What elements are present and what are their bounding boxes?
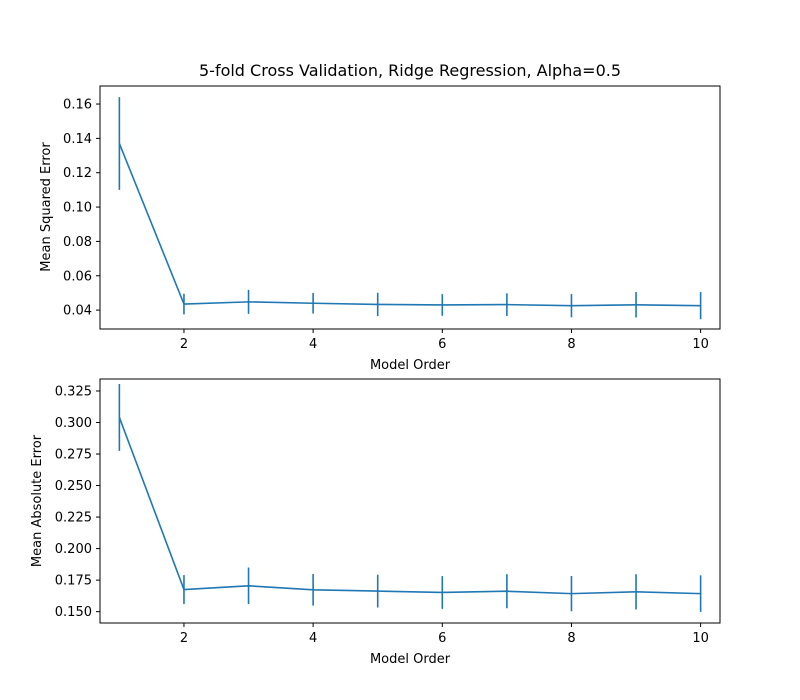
x-tick-label: 10	[692, 337, 709, 352]
x-axis-label: Model Order	[370, 652, 451, 667]
y-tick-label: 0.175	[55, 574, 92, 589]
y-tick-label: 0.12	[63, 166, 92, 181]
y-tick-label: 0.10	[63, 201, 92, 216]
x-tick-label: 2	[180, 631, 188, 646]
y-tick-label: 0.150	[55, 605, 92, 620]
y-tick-label: 0.225	[55, 511, 92, 526]
mse-subplot: 5-fold Cross Validation, Ridge Regressio…	[39, 61, 721, 373]
y-tick-label: 0.275	[55, 448, 92, 463]
x-tick-label: 4	[309, 631, 317, 646]
x-tick-label: 2	[180, 337, 188, 352]
x-tick-label: 4	[309, 337, 317, 352]
y-tick-label: 0.300	[55, 416, 92, 431]
y-tick-label: 0.14	[63, 132, 92, 147]
series-line	[118, 143, 701, 307]
chart-title: 5-fold Cross Validation, Ridge Regressio…	[199, 61, 621, 80]
y-axis-label: Mean Squared Error	[39, 142, 54, 272]
x-tick-label: 10	[692, 631, 709, 646]
y-tick-label: 0.250	[55, 479, 92, 494]
x-tick-label: 6	[438, 631, 446, 646]
mae-subplot: Model Order Mean Absolute Error 2 4 6 8 10 0.…	[30, 378, 721, 667]
y-tick-label: 0.08	[63, 235, 92, 250]
plot-frame	[99, 378, 721, 624]
x-tick-label: 6	[438, 337, 446, 352]
y-axis-label: Mean Absolute Error	[30, 434, 45, 567]
y-tick-label: 0.16	[63, 98, 92, 113]
x-tick-label: 8	[567, 337, 575, 352]
y-tick-label: 0.200	[55, 542, 92, 557]
x-axis-label: Model Order	[370, 358, 451, 373]
y-tick-label: 0.04	[63, 304, 92, 319]
x-tick-label: 8	[567, 631, 575, 646]
y-tick-label: 0.06	[63, 269, 92, 284]
y-tick-label: 0.325	[55, 384, 92, 399]
series-line	[118, 417, 701, 595]
